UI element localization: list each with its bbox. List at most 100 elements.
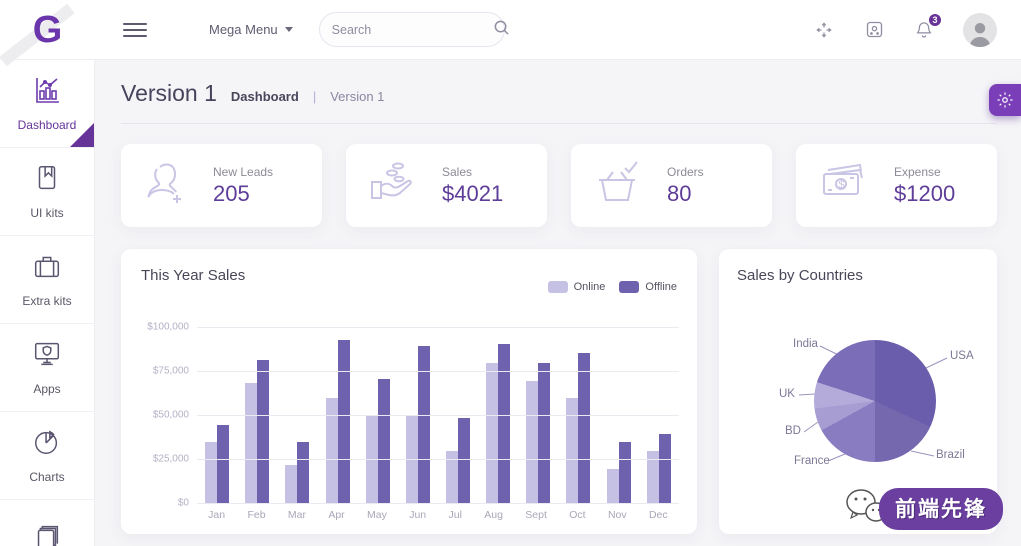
bar-chart-legend: Online Offline: [547, 281, 677, 293]
stat-label: Orders: [667, 164, 704, 179]
stat-card-new-leads[interactable]: New Leads 205: [121, 144, 322, 227]
bar-chart-card: This Year Sales Online Offline $0 $25,000…: [121, 249, 697, 534]
safe-box-icon[interactable]: [863, 19, 885, 41]
bar-online-jul: [446, 451, 459, 504]
pie-graphic: [814, 340, 936, 462]
pie-label-france: France: [794, 455, 830, 467]
bar-group-dec: [646, 434, 671, 504]
watermark-text: 前端先锋: [895, 497, 987, 521]
stat-cards-row: New Leads 205 Sales $4021 Orders 80: [121, 144, 997, 227]
x-axis-label-may: May: [367, 509, 387, 521]
stat-value: $4021: [442, 180, 504, 206]
page-header: Version 1 Dashboard | Version 1: [121, 80, 997, 107]
top-navbar: G Mega Menu: [0, 0, 1021, 66]
page-title: Version 1: [121, 80, 217, 106]
search-input[interactable]: [331, 22, 493, 37]
basket-check-icon: [593, 158, 645, 213]
bar-group-jun: [405, 346, 430, 504]
breadcrumb-separator: |: [312, 89, 317, 104]
charts-row: This Year Sales Online Offline $0 $25,000…: [121, 249, 997, 534]
monitor-shield-icon: [31, 339, 63, 374]
bar-offline-nov: [618, 442, 631, 504]
bar-offline-sept: [538, 363, 551, 504]
bar-online-mar: [285, 465, 298, 504]
gridline: $75,000: [153, 366, 679, 377]
bar-group-sept: [526, 363, 551, 504]
bar-online-sept: [526, 381, 539, 504]
app-logo[interactable]: G: [0, 3, 95, 66]
notification-count-badge: 3: [927, 11, 943, 28]
stat-card-expense[interactable]: $ Expense $1200: [796, 144, 997, 227]
x-axis-label-feb: Feb: [247, 509, 266, 521]
bar-offline-mar: [297, 442, 310, 504]
pie-label-usa: USA: [950, 350, 974, 362]
x-axis-label-jul: Jul: [448, 509, 462, 521]
bar-online-nov: [606, 469, 619, 504]
watermark-pill: 前端先锋: [879, 487, 1003, 530]
legend-label-offline: Offline: [645, 281, 677, 293]
sidebar-nav: Dashboard UI kits Extra kits Apps Charts: [0, 60, 95, 546]
menu-toggle-icon[interactable]: [123, 22, 147, 37]
sidebar-item-charts[interactable]: Charts: [0, 412, 94, 500]
x-axis-label-jan: Jan: [208, 509, 226, 521]
sidebar-item-more[interactable]: [0, 500, 94, 546]
add-user-icon: [143, 157, 191, 214]
pie-label-uk: UK: [779, 388, 795, 400]
mega-menu-label: Mega Menu: [209, 22, 278, 37]
mega-menu-dropdown[interactable]: Mega Menu: [209, 22, 293, 37]
settings-gear-button[interactable]: [989, 84, 1021, 116]
bar-offline-oct: [578, 353, 591, 504]
x-axis-label-nov: Nov: [607, 509, 627, 521]
bar-group-nov: [606, 442, 631, 504]
bar-group-may: [365, 379, 390, 504]
x-axis-label-oct: Oct: [569, 509, 586, 521]
pie-label-bd: BD: [785, 425, 801, 437]
stat-card-orders[interactable]: Orders 80: [571, 144, 772, 227]
sidebar-item-ui-kits[interactable]: UI kits: [0, 148, 94, 236]
y-axis-tick: $100,000: [147, 321, 189, 333]
stat-value: 80: [667, 180, 692, 206]
chevron-down-icon: [284, 27, 293, 32]
bar-online-apr: [325, 398, 338, 504]
bar-chart-x-axis: Jan Feb Mar Apr May Jun Jul Aug Sept Oct Nov Dec: [197, 509, 679, 521]
sidebar-item-extra-kits[interactable]: Extra kits: [0, 236, 94, 324]
legend-label-online: Online: [573, 281, 606, 293]
bar-group-jan: [205, 425, 230, 504]
x-axis-label-mar: Mar: [287, 509, 306, 521]
pie-chart-card: Sales by Countries USA Brazil France BD UK In…: [719, 249, 997, 534]
book-icon: [32, 163, 62, 198]
y-axis-tick: $75,000: [152, 365, 189, 377]
bar-online-jun: [405, 416, 418, 504]
search-bar: [318, 12, 509, 47]
y-axis-tick: $0: [177, 497, 189, 509]
pie-icon: [32, 427, 62, 462]
header-actions: 3: [813, 11, 1021, 47]
bar-offline-aug: [498, 344, 511, 504]
bar-group-aug: [486, 344, 511, 504]
x-axis-label-jun: Jun: [409, 509, 427, 521]
hand-coins-icon: [368, 158, 420, 213]
bar-online-feb: [245, 383, 258, 504]
bar-group-apr: [325, 340, 350, 504]
legend-swatch-offline: [619, 281, 640, 293]
briefcase-icon: [31, 251, 63, 286]
legend-item-offline[interactable]: Offline: [619, 281, 677, 293]
search-icon[interactable]: [493, 19, 510, 41]
gridline: $25,000: [153, 454, 679, 465]
bar-chart-title: This Year Sales: [141, 267, 246, 284]
bar-online-may: [365, 416, 378, 504]
stat-card-sales[interactable]: Sales $4021: [346, 144, 547, 227]
bar-offline-jan: [217, 425, 230, 504]
sidebar-item-dashboard[interactable]: Dashboard: [0, 60, 94, 148]
x-axis-label-dec: Dec: [648, 509, 668, 521]
stat-value: 205: [213, 180, 250, 206]
stat-value: $1200: [894, 180, 956, 206]
fullscreen-icon[interactable]: [813, 19, 835, 41]
y-axis-tick: $25,000: [152, 453, 189, 465]
legend-item-online[interactable]: Online: [547, 281, 606, 293]
notifications-bell-icon[interactable]: 3: [913, 11, 943, 41]
bar-chart-plot: $0 $25,000 $50,000 $75,000 $100,000: [147, 322, 679, 509]
user-avatar[interactable]: [963, 12, 997, 47]
breadcrumb-dashboard[interactable]: Dashboard: [230, 89, 299, 104]
sidebar-item-apps[interactable]: Apps: [0, 324, 94, 412]
